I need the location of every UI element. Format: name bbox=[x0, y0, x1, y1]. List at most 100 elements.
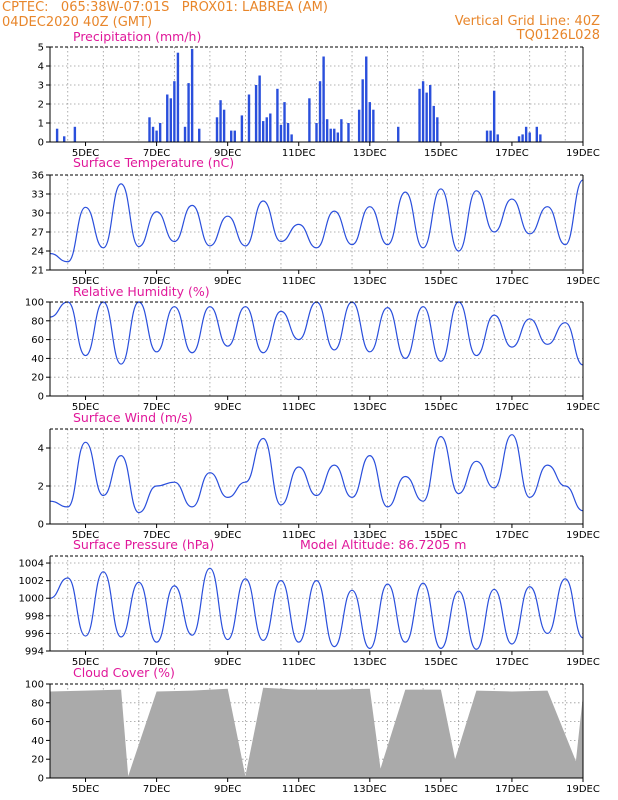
y-tick-label: 998 bbox=[25, 611, 44, 622]
precip-bar bbox=[286, 123, 290, 142]
precip-bar bbox=[262, 121, 265, 142]
y-tick-label: 36 bbox=[31, 171, 44, 182]
precip-bar bbox=[155, 130, 158, 142]
y-tick-label: 40 bbox=[31, 354, 44, 365]
x-tick-label: 5DEC bbox=[72, 530, 99, 541]
x-tick-label: 13DEC bbox=[353, 276, 387, 287]
x-tick-label: 7DEC bbox=[143, 402, 170, 413]
y-tick-label: 27 bbox=[31, 228, 44, 239]
y-tick-label: 996 bbox=[25, 629, 44, 640]
precip-bar bbox=[276, 88, 279, 142]
precip-bar bbox=[318, 81, 322, 142]
precip-bar bbox=[535, 126, 539, 142]
x-tick-label: 5DEC bbox=[72, 402, 99, 413]
precip-bar bbox=[169, 98, 173, 142]
y-tick-label: 5 bbox=[38, 43, 44, 54]
precip-bar bbox=[485, 130, 489, 142]
precip-bar bbox=[528, 132, 531, 142]
panel-temp: 21 24 27 30 33 36 5DEC 7DEC 9DEC 11DEC 13DEC 15DEC 1… bbox=[31, 155, 600, 287]
x-tick-label: 5DEC bbox=[72, 784, 99, 795]
rh-title: Relative Humidity (%) bbox=[73, 284, 210, 299]
x-tick-label: 11DEC bbox=[282, 402, 316, 413]
panel-pres: 994 996 998 1000 1002 1004 5DEC 7DEC 9DEC 11DEC 13… bbox=[19, 537, 600, 668]
x-tick-label: 9DEC bbox=[214, 530, 241, 541]
precip-bar bbox=[357, 109, 361, 142]
precip-bar bbox=[325, 119, 329, 142]
x-tick-label: 19DEC bbox=[566, 148, 600, 159]
x-tick-label: 19DEC bbox=[566, 784, 600, 795]
precip-bar bbox=[521, 134, 524, 142]
y-tick-label: 0 bbox=[38, 520, 44, 531]
y-tick-label: 3 bbox=[38, 81, 44, 92]
x-tick-label: 7DEC bbox=[143, 276, 170, 287]
x-tick-label: 5DEC bbox=[72, 657, 99, 668]
precip-bar bbox=[215, 117, 219, 142]
precip-bar bbox=[432, 105, 435, 142]
header-left-line1: CPTEC: 065:38W-07:01S PROX01: LABREA (AM… bbox=[2, 0, 328, 15]
wind-title: Surface Wind (m/s) bbox=[73, 410, 193, 425]
x-tick-label: 15DEC bbox=[424, 276, 458, 287]
precip-bar bbox=[247, 94, 251, 142]
precip-bar bbox=[166, 94, 169, 142]
precip-bar bbox=[176, 52, 180, 143]
x-tick-label: 9DEC bbox=[214, 657, 241, 668]
x-tick-label: 7DEC bbox=[143, 657, 170, 668]
y-tick-label: 21 bbox=[31, 266, 44, 277]
y-tick-label: 100 bbox=[25, 680, 44, 691]
y-tick-label: 100 bbox=[25, 298, 44, 309]
precip-bar bbox=[190, 48, 194, 142]
precip-bar bbox=[230, 130, 233, 142]
x-tick-label: 15DEC bbox=[424, 530, 458, 541]
y-tick-label: 1002 bbox=[19, 576, 44, 587]
y-tick-label: 30 bbox=[31, 209, 44, 220]
panel-cloud: 0 20 40 60 80 100 5DEC 7DEC 9DEC 11DEC 13DEC 15DEC 1… bbox=[25, 665, 600, 795]
temp-title: Surface Temperature (nC) bbox=[73, 155, 234, 170]
cloud-area bbox=[50, 687, 583, 778]
precip-bar bbox=[340, 119, 343, 142]
pres-series-line bbox=[49, 567, 584, 650]
y-tick-label: 2 bbox=[38, 482, 44, 493]
precip-bar bbox=[336, 132, 340, 142]
x-tick-label: 15DEC bbox=[424, 784, 458, 795]
pres-annotation: Model Altitude: 86.7205 m bbox=[300, 537, 466, 552]
x-tick-label: 13DEC bbox=[353, 148, 387, 159]
y-tick-label: 60 bbox=[31, 335, 44, 346]
precip-bar bbox=[63, 136, 66, 142]
x-tick-label: 5DEC bbox=[72, 148, 99, 159]
cloud-title: Cloud Cover (%) bbox=[73, 665, 175, 680]
x-tick-label: 13DEC bbox=[353, 784, 387, 795]
y-tick-label: 994 bbox=[25, 647, 44, 658]
precip-bar bbox=[279, 124, 283, 142]
x-tick-label: 11DEC bbox=[282, 530, 316, 541]
panel-precip: 0 1 2 3 4 5 5DEC 7DEC 9DEC 11DEC 13DEC 15DEC 17DEC 19… bbox=[38, 29, 600, 159]
precip-bar bbox=[269, 113, 272, 142]
x-tick-label: 9DEC bbox=[214, 402, 241, 413]
y-tick-label: 0 bbox=[38, 392, 44, 403]
precip-bar bbox=[55, 128, 59, 142]
precip-bar bbox=[418, 88, 421, 142]
precip-bar bbox=[368, 102, 371, 142]
x-tick-label: 19DEC bbox=[566, 276, 600, 287]
precip-title: Precipitation (mm/h) bbox=[73, 29, 201, 44]
y-tick-label: 24 bbox=[31, 247, 44, 258]
x-tick-label: 17DEC bbox=[495, 402, 529, 413]
precip-bar bbox=[365, 56, 368, 142]
x-tick-label: 19DEC bbox=[566, 530, 600, 541]
precip-bar bbox=[151, 126, 155, 142]
x-tick-label: 11DEC bbox=[282, 657, 316, 668]
panel-rh: 0 20 40 60 80 100 5DEC 7DEC 9DEC 11DEC 13DEC 15DEC 1… bbox=[25, 284, 600, 413]
y-tick-label: 4 bbox=[38, 62, 44, 73]
y-tick-label: 80 bbox=[31, 698, 44, 709]
precip-bar bbox=[489, 130, 492, 142]
precip-bar bbox=[436, 117, 439, 142]
header-right-line2: TQ0126L028 bbox=[516, 28, 600, 43]
y-tick-label: 40 bbox=[31, 736, 44, 747]
x-tick-label: 5DEC bbox=[72, 276, 99, 287]
x-tick-label: 15DEC bbox=[424, 657, 458, 668]
x-tick-label: 7DEC bbox=[143, 148, 170, 159]
precip-bar bbox=[361, 79, 364, 142]
y-tick-label: 20 bbox=[31, 755, 44, 766]
precip-bar bbox=[308, 98, 311, 142]
precip-bar bbox=[258, 75, 261, 142]
